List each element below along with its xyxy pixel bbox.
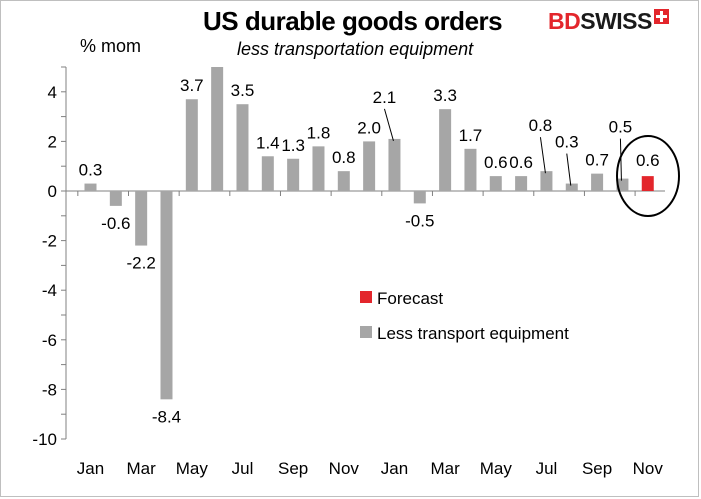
data-label: -0.6 xyxy=(101,214,130,233)
bar xyxy=(312,146,325,191)
data-label: 0.8 xyxy=(332,148,356,167)
data-label: 3.5 xyxy=(231,81,255,100)
legend-swatch xyxy=(360,291,372,303)
data-label: 0.7 xyxy=(585,151,609,170)
data-label: 0.5 xyxy=(609,118,633,137)
bar xyxy=(540,171,553,191)
y-tick-label: -2 xyxy=(42,232,57,251)
bar xyxy=(287,158,300,191)
bar xyxy=(616,178,629,191)
data-label: -2.2 xyxy=(127,254,156,273)
data-label: 2.1 xyxy=(373,88,397,107)
x-tick-label: Nov xyxy=(633,459,664,478)
bar xyxy=(565,183,578,191)
bar xyxy=(439,109,452,191)
leader-line xyxy=(619,138,622,181)
data-label: 0.6 xyxy=(484,153,508,172)
leader-line xyxy=(383,108,394,142)
bar xyxy=(211,67,224,192)
chart-subtitle: less transportation equipment xyxy=(237,39,474,59)
leader-line xyxy=(539,137,546,174)
logo-bd: BD xyxy=(548,7,581,34)
legend-swatch xyxy=(360,326,372,338)
data-label: 1.7 xyxy=(459,126,483,145)
data-label: 0.8 xyxy=(529,116,553,135)
y-tick-label: -8 xyxy=(42,380,57,399)
y-tick-label: -10 xyxy=(32,430,57,449)
data-label: -8.4 xyxy=(152,407,181,426)
bar xyxy=(464,148,477,191)
data-label: -0.5 xyxy=(405,211,434,230)
x-tick-label: Jul xyxy=(232,459,254,478)
y-tick-label: 4 xyxy=(48,83,57,102)
bar xyxy=(261,156,274,191)
x-tick-label: Nov xyxy=(329,459,360,478)
bar xyxy=(236,104,249,191)
data-label: 0.6 xyxy=(636,151,660,170)
bar xyxy=(413,191,426,204)
data-label: 0.3 xyxy=(79,161,103,180)
y-tick-label: -6 xyxy=(42,331,57,350)
bdswiss-logo: BD SWISS xyxy=(548,7,669,35)
bar xyxy=(388,138,401,191)
bar xyxy=(337,171,350,191)
bar xyxy=(363,141,376,191)
data-label: 1.4 xyxy=(256,133,280,152)
x-tick-label: Mar xyxy=(430,459,460,478)
x-tick-label: Sep xyxy=(582,459,612,478)
bar xyxy=(160,191,173,400)
legend-label: Forecast xyxy=(377,289,443,308)
x-tick-label: Jan xyxy=(381,459,408,478)
y-axis-label: % mom xyxy=(80,36,142,56)
bar xyxy=(185,99,198,191)
x-tick-label: Sep xyxy=(278,459,308,478)
x-tick-label: Mar xyxy=(127,459,157,478)
y-tick-label: 0 xyxy=(48,182,57,201)
x-tick-label: Jan xyxy=(77,459,104,478)
bar xyxy=(515,176,528,191)
data-label: 1.3 xyxy=(281,136,305,155)
data-label: 1.8 xyxy=(307,123,331,142)
data-label: 0.6 xyxy=(509,153,533,172)
x-tick-label: Jul xyxy=(536,459,558,478)
swiss-cross-icon xyxy=(653,8,669,24)
bar xyxy=(84,183,97,191)
legend-label: Less transport equipment xyxy=(377,324,569,343)
logo-swiss: SWISS xyxy=(580,7,652,34)
data-label: 0.3 xyxy=(555,133,579,152)
y-tick-label: -4 xyxy=(42,281,57,300)
bar xyxy=(109,191,122,206)
x-tick-label: May xyxy=(176,459,209,478)
y-tick-label: 2 xyxy=(48,132,57,151)
chart-title: US durable goods orders xyxy=(203,6,503,36)
x-tick-label: May xyxy=(480,459,513,478)
data-label: 3.3 xyxy=(433,86,457,105)
bar xyxy=(591,173,604,191)
data-label: 2.0 xyxy=(357,118,381,137)
bar xyxy=(135,191,148,246)
forecast-bar xyxy=(641,176,654,191)
bar xyxy=(489,176,502,191)
leader-line xyxy=(566,153,572,186)
highlight-circle xyxy=(616,135,680,217)
data-label: 3.7 xyxy=(180,76,204,95)
